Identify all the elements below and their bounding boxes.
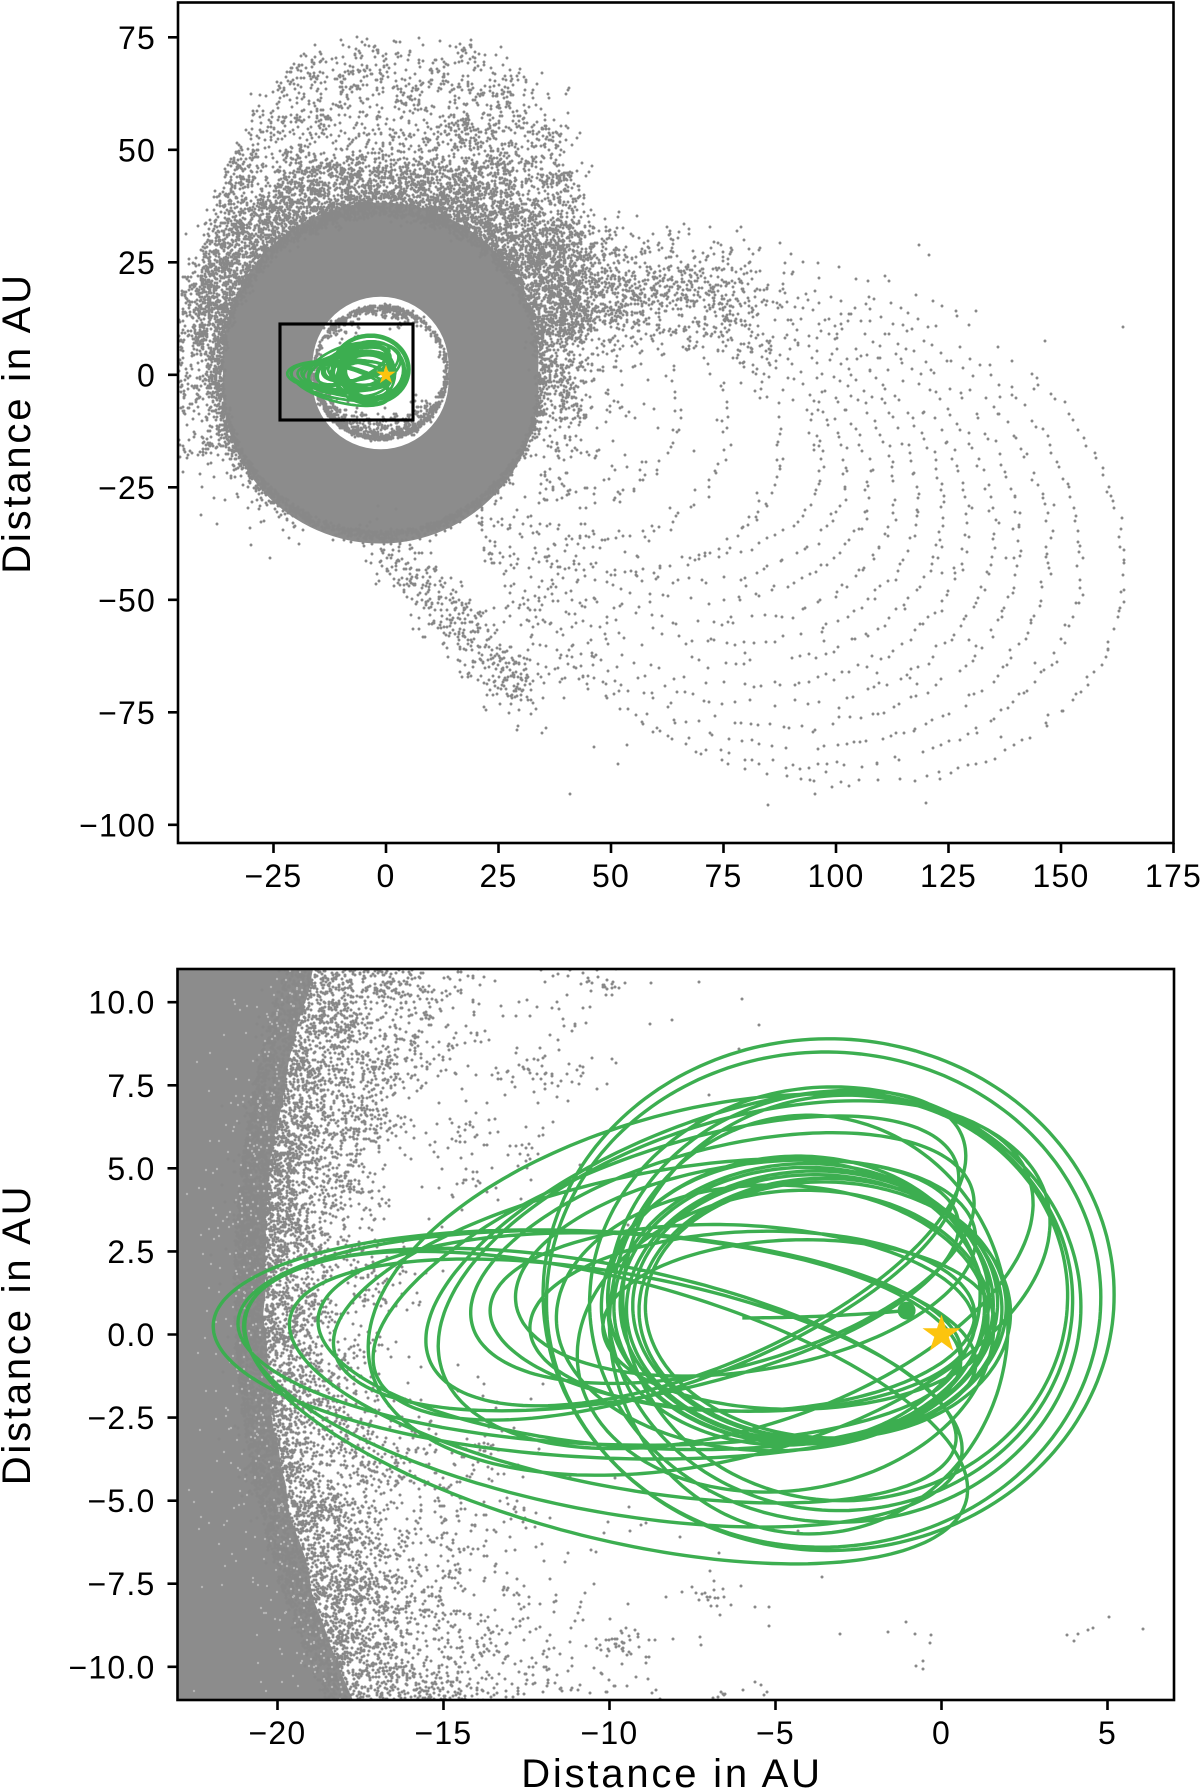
- svg-text:Distance in AU: Distance in AU: [0, 272, 39, 574]
- svg-text:−75: −75: [98, 695, 156, 731]
- svg-text:5.0: 5.0: [107, 1151, 155, 1187]
- svg-text:5: 5: [1098, 1715, 1117, 1751]
- svg-text:−15: −15: [415, 1715, 473, 1751]
- svg-text:175: 175: [1145, 858, 1200, 894]
- svg-text:−5: −5: [756, 1715, 795, 1751]
- svg-text:0: 0: [932, 1715, 951, 1751]
- svg-text:2.5: 2.5: [107, 1234, 155, 1270]
- svg-text:25: 25: [118, 245, 156, 281]
- svg-text:−10: −10: [581, 1715, 639, 1751]
- svg-text:75: 75: [118, 20, 156, 56]
- svg-text:50: 50: [592, 858, 630, 894]
- svg-text:−10.0: −10.0: [69, 1649, 156, 1685]
- svg-text:25: 25: [480, 858, 518, 894]
- svg-text:50: 50: [118, 132, 156, 168]
- svg-text:7.5: 7.5: [107, 1068, 155, 1104]
- svg-text:75: 75: [705, 858, 743, 894]
- svg-text:150: 150: [1033, 858, 1090, 894]
- svg-text:−25: −25: [98, 470, 156, 506]
- svg-text:100: 100: [808, 858, 865, 894]
- svg-text:Distance in AU: Distance in AU: [521, 1752, 823, 1792]
- svg-text:0: 0: [377, 858, 396, 894]
- svg-text:−7.5: −7.5: [88, 1566, 156, 1602]
- svg-text:125: 125: [920, 858, 977, 894]
- svg-text:−5.0: −5.0: [88, 1483, 156, 1519]
- svg-text:−2.5: −2.5: [88, 1400, 156, 1436]
- svg-text:−20: −20: [249, 1715, 307, 1751]
- svg-text:0.0: 0.0: [107, 1317, 155, 1353]
- svg-text:10.0: 10.0: [88, 985, 155, 1021]
- svg-text:0: 0: [137, 357, 156, 393]
- svg-text:Distance in AU: Distance in AU: [0, 1184, 39, 1486]
- svg-text:−100: −100: [79, 807, 156, 843]
- svg-text:−25: −25: [245, 858, 303, 894]
- svg-text:−50: −50: [98, 582, 156, 618]
